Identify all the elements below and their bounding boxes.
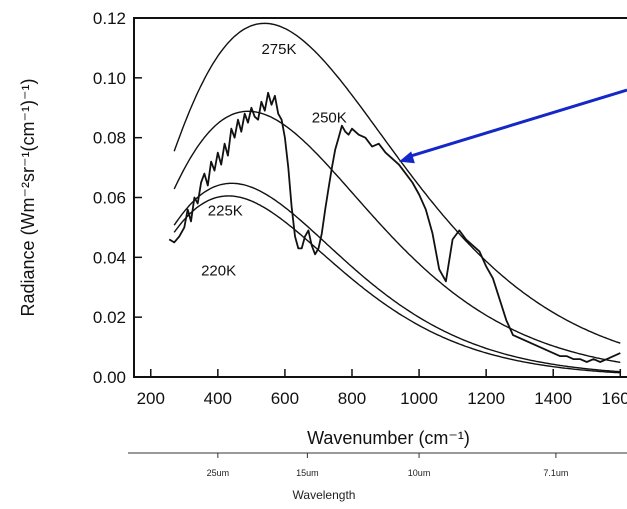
wavelength-axis-title: Wavelength (293, 488, 356, 502)
blackbody-curve-275k (173, 22, 621, 344)
x-tick-label: 1600 (601, 389, 627, 408)
y-tick-label: 0.08 (93, 129, 126, 148)
x-tick-label: 200 (137, 389, 165, 408)
curve-label: 250K (312, 110, 347, 127)
x-tick-label: 1000 (400, 389, 438, 408)
y-tick-label: 0.12 (93, 9, 126, 28)
wavelength-tick-label: 7.1um (543, 468, 568, 478)
wavelength-tick-label: 25um (207, 468, 230, 478)
plot-area: 0.00 0.02 0.04 0.06 0.08 0.10 0.12 200 400 600 800… (93, 9, 627, 478)
y-tick-label: 0.10 (93, 69, 126, 88)
x-tick-label: 400 (204, 389, 232, 408)
measured-spectrum-line (168, 91, 621, 363)
y-tick-label: 0.06 (93, 189, 126, 208)
y-tick-label: 0.04 (93, 248, 126, 267)
blackbody-curve-220k (173, 195, 621, 374)
wavelength-tick-label: 15um (296, 468, 319, 478)
curve-label: 220K (201, 262, 236, 279)
x-tick-label: 800 (338, 389, 366, 408)
y-tick-label: 0.00 (93, 368, 126, 387)
wavelength-tick-label: 10um (408, 468, 431, 478)
annotation-arrow-head (398, 151, 415, 164)
blackbody-curve-225k (173, 182, 621, 373)
y-tick-label: 0.02 (93, 308, 126, 327)
x-tick-label: 600 (271, 389, 299, 408)
x-tick-label: 1400 (534, 389, 572, 408)
x-tick-label: 1200 (467, 389, 505, 408)
curve-label: 225K (208, 202, 243, 219)
blackbody-curve-250k (173, 110, 621, 364)
x-axis-title: Wavenumber (cm⁻¹) (307, 428, 470, 448)
y-axis-title: Radiance (Wm⁻²sr⁻¹(cm⁻¹)⁻¹) (18, 79, 38, 317)
curve-label: 275K (261, 41, 296, 58)
annotation-arrow-shaft (408, 88, 627, 159)
